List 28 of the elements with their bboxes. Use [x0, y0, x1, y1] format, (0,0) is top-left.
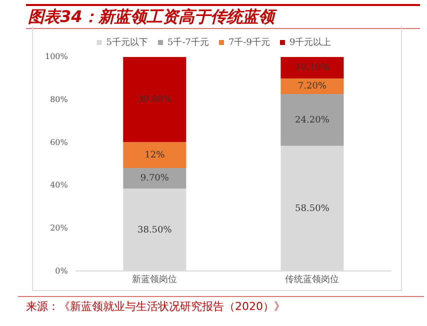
chart-title: 图表34：新蓝领工资高于传统蓝领 — [26, 4, 420, 29]
data-label: 39.80% — [137, 94, 172, 105]
source-note: 来源：《新蓝领就业与生活状况研究报告（2020）》 — [18, 296, 424, 317]
y-tick-label: 20% — [50, 223, 68, 232]
y-tick-label: 40% — [50, 180, 68, 190]
data-label: 7.20% — [298, 82, 327, 92]
legend-label: 5千-7千元 — [168, 36, 210, 48]
bar — [123, 142, 186, 168]
data-label: 58.50% — [295, 204, 330, 214]
legend-label: 5千元以下 — [106, 36, 148, 48]
x-tick-label: 传统蓝领岗位 — [285, 274, 340, 285]
data-label: 38.50% — [137, 225, 172, 236]
legend-label: 7千-9千元 — [228, 36, 270, 48]
y-tick-label: 100% — [44, 52, 68, 62]
y-tick-label: 80% — [50, 94, 68, 104]
data-label: 24.20% — [295, 115, 330, 126]
bar — [280, 57, 344, 79]
bar — [280, 94, 344, 146]
bar — [280, 78, 344, 94]
y-tick-label: 60% — [50, 138, 68, 147]
data-label: 10.10% — [295, 63, 330, 74]
bar — [123, 57, 186, 142]
bar — [123, 168, 186, 189]
x-tick-label: 新蓝领岗位 — [132, 274, 178, 285]
data-label: 9.70% — [140, 174, 170, 184]
data-label: 12% — [144, 150, 166, 160]
legend-label: 9千元以上 — [289, 36, 332, 48]
y-tick-label: 0% — [55, 266, 68, 276]
